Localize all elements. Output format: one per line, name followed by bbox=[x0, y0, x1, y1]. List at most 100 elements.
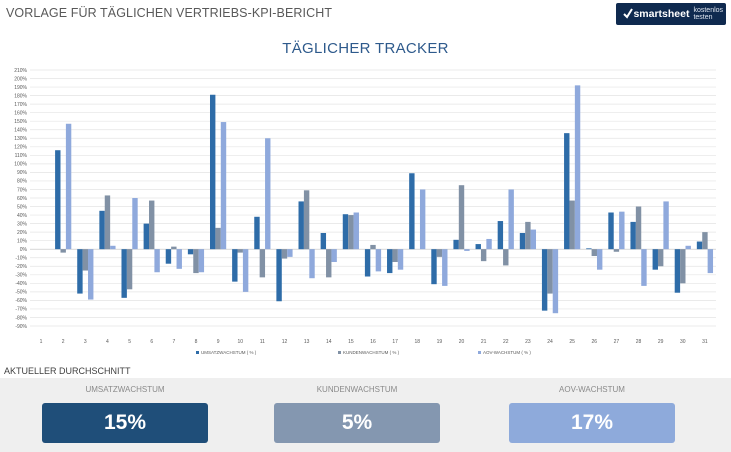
kpi-aov-growth: AOV-WACHSTUM 17% bbox=[509, 378, 675, 452]
y-tick-label: 130% bbox=[14, 136, 27, 142]
bar bbox=[464, 249, 470, 251]
x-tick-label: 13 bbox=[304, 339, 310, 345]
bar bbox=[126, 249, 133, 290]
bar bbox=[154, 249, 160, 273]
bar bbox=[436, 249, 443, 257]
x-tick-label: 4 bbox=[106, 339, 109, 345]
bar bbox=[254, 216, 260, 250]
x-tick-label: 9 bbox=[217, 339, 220, 345]
y-tick-label: 50% bbox=[17, 204, 28, 210]
y-tick-label: 200% bbox=[14, 76, 27, 82]
page-title: VORLAGE FÜR TÄGLICHEN VERTRIEBS-KPI-BERI… bbox=[6, 6, 333, 20]
x-tick-label: 16 bbox=[370, 339, 376, 345]
bar bbox=[110, 245, 116, 250]
bar bbox=[353, 212, 359, 250]
logo-brand-name: smartsheet bbox=[633, 8, 690, 20]
bar bbox=[635, 206, 642, 250]
bar bbox=[303, 190, 310, 250]
bar bbox=[419, 189, 426, 250]
bar bbox=[121, 249, 127, 298]
bar bbox=[237, 249, 243, 253]
bar bbox=[564, 133, 570, 250]
bar bbox=[276, 249, 282, 302]
y-tick-label: 210% bbox=[14, 68, 27, 74]
bar bbox=[320, 232, 327, 250]
y-tick-label: -70% bbox=[15, 307, 27, 313]
x-tick-label: 14 bbox=[326, 339, 332, 345]
smartsheet-logo[interactable]: smartsheet kostenlos testen bbox=[616, 3, 726, 25]
bar bbox=[547, 249, 553, 294]
bar bbox=[171, 246, 177, 250]
bar bbox=[619, 211, 625, 250]
y-tick-label: 40% bbox=[17, 213, 28, 219]
x-tick-label: 22 bbox=[503, 339, 509, 345]
bar bbox=[674, 249, 681, 293]
x-tick-label: 19 bbox=[437, 339, 443, 345]
bar bbox=[259, 249, 266, 278]
x-tick-label: 30 bbox=[680, 339, 686, 345]
bar bbox=[143, 223, 150, 250]
bar bbox=[88, 249, 94, 300]
bar bbox=[187, 249, 194, 255]
bar bbox=[458, 185, 465, 250]
x-tick-label: 26 bbox=[592, 339, 598, 345]
chart-title: TÄGLICHER TRACKER bbox=[282, 40, 449, 57]
y-tick-label: 10% bbox=[17, 238, 28, 244]
bar bbox=[591, 249, 597, 257]
x-tick-label: 27 bbox=[614, 339, 620, 345]
y-tick-label: 140% bbox=[14, 128, 27, 134]
x-tick-label: 1 bbox=[40, 339, 43, 345]
bar bbox=[453, 239, 459, 250]
summary-section-label: AKTUELLER DURCHSCHNITT bbox=[4, 366, 131, 376]
legend-swatch bbox=[196, 351, 199, 354]
bar bbox=[503, 249, 509, 266]
y-tick-label: 110% bbox=[15, 153, 28, 159]
bar bbox=[541, 249, 548, 311]
bar bbox=[652, 249, 658, 270]
bar bbox=[663, 201, 669, 250]
x-tick-label: 29 bbox=[658, 339, 664, 345]
logo-cta-text: kostenlos testen bbox=[693, 7, 724, 21]
bar bbox=[387, 249, 393, 274]
bar bbox=[265, 138, 271, 250]
bar bbox=[55, 150, 61, 250]
y-tick-label: 0% bbox=[20, 247, 28, 253]
bar bbox=[132, 198, 138, 250]
kpi-customer-growth: KUNDENWACHSTUM 5% bbox=[274, 378, 440, 452]
bar bbox=[65, 123, 72, 250]
bar bbox=[574, 85, 581, 250]
bar bbox=[680, 249, 686, 284]
x-tick-label: 8 bbox=[195, 339, 198, 345]
bar bbox=[519, 232, 526, 250]
y-tick-label: 150% bbox=[14, 119, 27, 125]
y-tick-label: 70% bbox=[17, 187, 28, 193]
x-tick-label: 18 bbox=[414, 339, 420, 345]
bar bbox=[475, 244, 481, 250]
y-tick-label: -50% bbox=[15, 290, 27, 296]
bar bbox=[707, 249, 714, 274]
bar bbox=[497, 221, 504, 250]
bar bbox=[309, 249, 315, 279]
bar bbox=[326, 249, 332, 278]
bar bbox=[508, 189, 514, 250]
kpi-panel: UMSATZWACHSTUM 15% KUNDENWACHSTUM 5% AOV… bbox=[0, 378, 731, 452]
bar bbox=[220, 122, 227, 250]
bar bbox=[215, 227, 221, 250]
legend-swatch bbox=[478, 351, 481, 354]
bar bbox=[99, 210, 105, 250]
bar bbox=[480, 249, 487, 262]
bar bbox=[613, 249, 620, 252]
kpi-value: 17% bbox=[509, 403, 675, 443]
kpi-value: 15% bbox=[42, 403, 208, 443]
kpi-value: 5% bbox=[274, 403, 440, 443]
bar bbox=[165, 249, 172, 264]
x-tick-label: 11 bbox=[260, 339, 265, 345]
bar bbox=[149, 200, 155, 250]
y-tick-label: -20% bbox=[15, 264, 27, 270]
bar bbox=[82, 249, 89, 271]
bar bbox=[77, 249, 83, 294]
bar bbox=[596, 249, 603, 270]
bar bbox=[232, 249, 238, 282]
y-tick-label: 30% bbox=[17, 221, 28, 227]
bar bbox=[442, 249, 448, 286]
